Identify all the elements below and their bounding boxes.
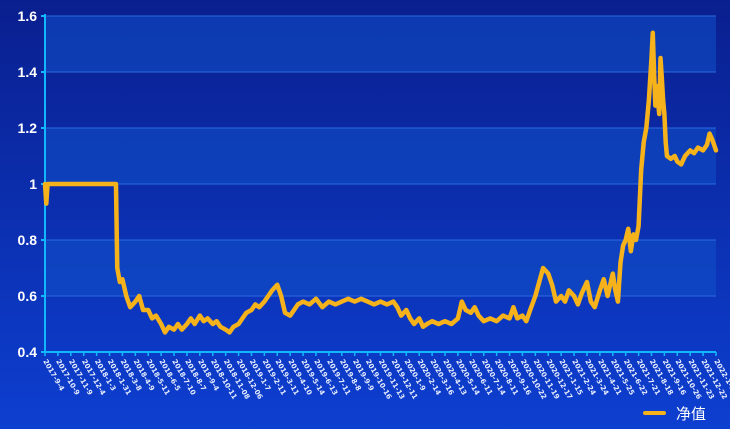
grid-band: [45, 16, 716, 72]
series-layer: [42, 30, 719, 335]
series-line: [42, 30, 719, 335]
y-tick-label: 0.8: [18, 232, 38, 248]
y-tick-label: 0.6: [18, 288, 38, 304]
y-tick-label: 0.4: [18, 344, 38, 360]
legend-label: 净值: [676, 405, 706, 423]
y-tick-label: 1: [29, 176, 37, 192]
y-tick-label: 1.2: [18, 120, 38, 136]
y-tick-label: 1.4: [18, 64, 38, 80]
legend: 净值: [643, 405, 706, 423]
grid-band: [45, 128, 716, 184]
grid-bands: [45, 15, 716, 297]
y-tick-label: 1.6: [18, 8, 38, 24]
